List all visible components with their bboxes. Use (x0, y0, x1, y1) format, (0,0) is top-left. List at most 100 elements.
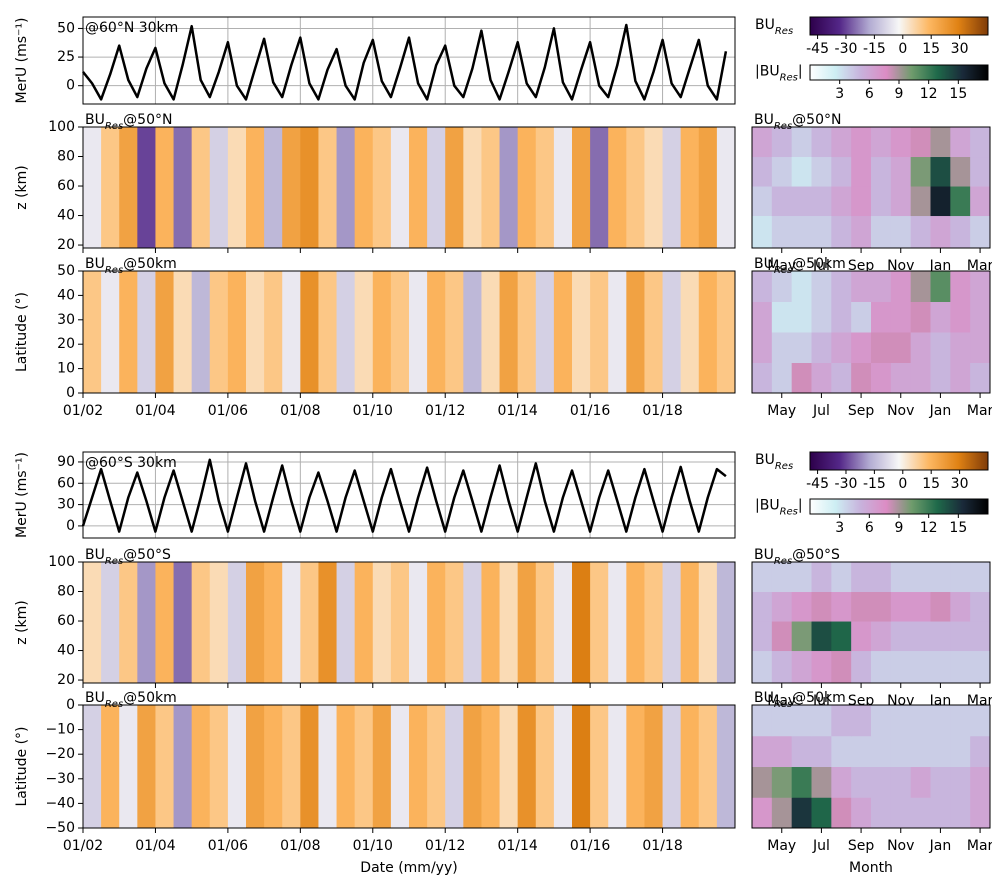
heatmap-cell (209, 705, 229, 828)
heatmap-cell (950, 797, 971, 829)
heatmap-cell (930, 215, 951, 249)
heatmap-cell (264, 127, 283, 248)
y-tick-label: 60 (57, 178, 75, 194)
y-tick-label: 90 (57, 454, 75, 470)
panel-annotation: BURes@50km (754, 256, 846, 276)
heatmap-cell (811, 766, 832, 798)
x-tick-label: Jul (812, 403, 830, 419)
x-axis-label: Date (mm/yy) (360, 860, 457, 876)
panel-annotation: BURes@50°S (85, 547, 171, 567)
x-tick-label: 01/08 (280, 403, 320, 419)
heatmap-cell (871, 301, 892, 333)
heatmap-cell (282, 271, 301, 393)
y-tick-label: 40 (57, 208, 75, 224)
panel-annotation-part: @50km (123, 256, 177, 272)
heatmap-cell (791, 332, 812, 363)
heatmap-cell (910, 591, 931, 622)
heatmap-cell (930, 186, 951, 217)
heatmap-cell (155, 127, 175, 248)
heatmap-cell (137, 562, 156, 683)
heatmap-cell (137, 705, 156, 828)
panel-annotation-part: @50°N (123, 112, 172, 128)
heatmap-cell (970, 705, 991, 737)
heatmap-cell (831, 621, 852, 652)
heatmap-cell (246, 271, 265, 393)
colorbar-label: BURes (755, 452, 793, 472)
y-tick-label: −10 (45, 722, 75, 738)
panel-annotation-part: BU (85, 256, 105, 272)
panel-annotation-part: Res (774, 556, 792, 567)
colorbar-tick-label: -45 (806, 41, 829, 57)
heatmap-cell (811, 271, 832, 302)
heatmap-cell (970, 735, 991, 767)
panel-annotation-part: @50km (123, 690, 177, 706)
panel-annotation-part: Res (774, 265, 792, 276)
heatmap-cell (811, 735, 832, 767)
heatmap-cell (811, 797, 832, 829)
heatmap-cell (950, 650, 971, 684)
heatmap-cell (771, 562, 793, 593)
heatmap-cell (890, 127, 912, 158)
heatmap-cell (910, 797, 931, 829)
heatmap-cell (851, 621, 872, 652)
x-tick-label: 01/14 (497, 838, 537, 854)
heatmap-cell (626, 705, 645, 828)
x-tick-label: 01/16 (570, 403, 610, 419)
heatmap-cell (354, 271, 374, 393)
heatmap-cell (831, 362, 852, 394)
heatmap-cell (590, 562, 609, 683)
y-tick-label: 20 (57, 336, 75, 352)
heatmap-cell (137, 271, 156, 393)
x-tick-label: Nov (887, 258, 914, 274)
x-tick-label: 01/16 (570, 838, 610, 854)
heatmap-cell (831, 186, 852, 217)
heatmap-cell (716, 127, 736, 248)
heatmap-cell (390, 271, 410, 393)
y-tick-label: −50 (45, 820, 75, 836)
heatmap-cell (372, 705, 392, 828)
heatmap-cell (771, 766, 793, 798)
heatmap-cell (662, 705, 682, 828)
heatmap-cell (791, 215, 812, 249)
colorbar-tick-label: 30 (951, 476, 969, 492)
heatmap-cell (871, 797, 892, 829)
panel-annotation-part: @50km (792, 256, 846, 272)
heatmap-cell (209, 271, 229, 393)
heatmap-cell (890, 156, 912, 187)
heatmap-cell (831, 650, 852, 684)
heatmap-cell (227, 271, 247, 393)
heatmap-cell (191, 127, 211, 248)
y-tick-label: 40 (57, 287, 75, 303)
heatmap-cell (752, 271, 773, 302)
heatmap-cell (119, 705, 138, 828)
heatmap-cell (791, 271, 812, 302)
heatmap-cell (101, 271, 120, 393)
heatmap-cell (608, 127, 627, 248)
y-tick-label: 0 (66, 697, 75, 713)
heatmap-cell (771, 797, 793, 829)
heatmap-cell (950, 591, 971, 622)
panel-annotation-part: @50°S (123, 547, 171, 563)
panel-annotation-part: Res (105, 265, 123, 276)
heatmap-cell (930, 591, 951, 622)
x-tick-label: 01/12 (425, 838, 465, 854)
heatmap-cell (572, 562, 591, 683)
x-tick-label: 01/18 (642, 403, 682, 419)
heatmap-cell (445, 705, 464, 828)
heatmap-cell (752, 156, 773, 187)
x-tick-label: 01/02 (63, 838, 103, 854)
heatmap-cell (970, 186, 991, 217)
heatmap-cell (626, 562, 645, 683)
heatmap-cell (608, 705, 627, 828)
heatmap-cell (680, 271, 700, 393)
heatmap-cell (336, 127, 356, 248)
heatmap-cell (871, 705, 892, 737)
heatmap-cell (499, 271, 519, 393)
heatmap-cell (930, 562, 951, 593)
heatmap-cell (871, 186, 892, 217)
heatmap-cell (970, 621, 991, 652)
plot-frame (751, 704, 991, 829)
plot-frame (82, 561, 736, 684)
y-tick-label: 0 (66, 385, 75, 401)
colorbar (809, 451, 989, 471)
